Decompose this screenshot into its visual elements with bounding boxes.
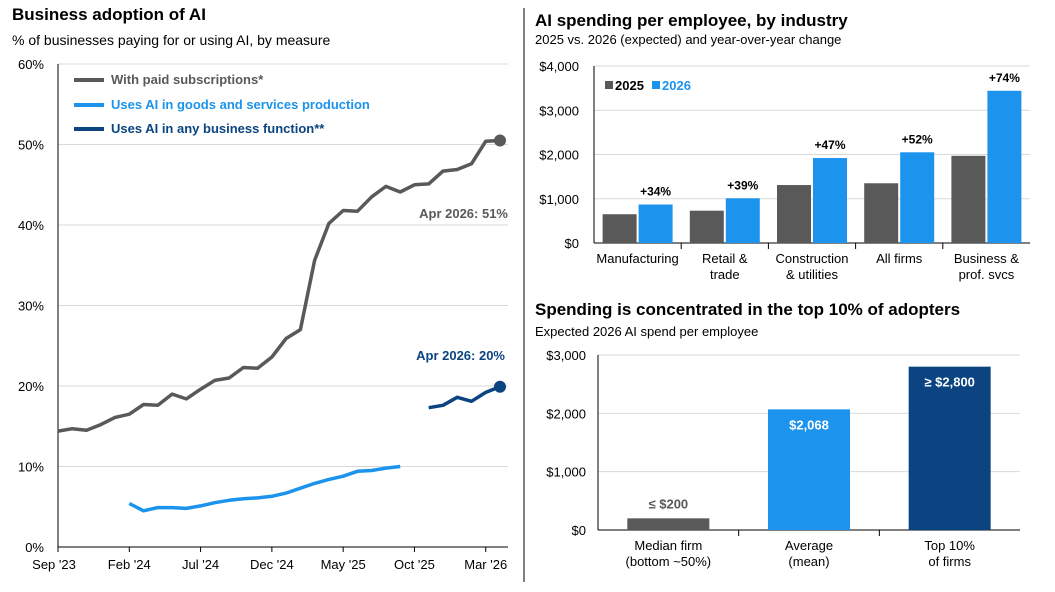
bar: [908, 366, 991, 530]
category-label: of firms: [928, 554, 971, 569]
yoy-change-label: +34%: [640, 185, 671, 199]
y-tick-label: $1,000: [546, 465, 586, 480]
annotation-paid: Apr 2026: 51%: [419, 206, 508, 221]
y-tick-label: 0%: [25, 540, 44, 555]
bar-2025: [689, 210, 724, 243]
left-chart-subtitle: % of businesses paying for or using AI, …: [12, 32, 330, 48]
category-label: Manufacturing: [596, 251, 678, 266]
x-tick-label: Dec '24: [250, 557, 294, 572]
yoy-change-label: +74%: [989, 71, 1020, 85]
y-tick-label: $1,000: [539, 192, 579, 207]
legend-swatch-2026: [652, 81, 660, 89]
legend-label-2026: 2026: [662, 78, 691, 93]
y-tick-label: 20%: [18, 379, 44, 394]
top-right-subtitle: 2025 vs. 2026 (expected) and year-over-y…: [535, 32, 841, 47]
yoy-change-label: +47%: [814, 138, 845, 152]
bar: [627, 518, 710, 530]
x-tick-label: Jul '24: [182, 557, 219, 572]
category-label: prof. svcs: [959, 267, 1015, 282]
y-tick-label: $2,000: [539, 148, 579, 163]
y-tick-label: 60%: [18, 57, 44, 72]
bar-2026: [987, 90, 1022, 243]
value-label: $2,068: [789, 417, 829, 432]
category-label: trade: [710, 267, 740, 282]
category-label: Business &: [954, 251, 1019, 266]
category-label: (mean): [788, 554, 829, 569]
category-label: Construction: [776, 251, 849, 266]
y-tick-label: 40%: [18, 218, 44, 233]
x-tick-label: Oct '25: [394, 557, 435, 572]
legend-label-production: Uses AI in goods and services production: [111, 97, 370, 112]
industry-legend: 2025 2026: [605, 78, 691, 93]
left-legend: With paid subscriptions* Uses AI in good…: [74, 72, 370, 136]
bottom-right-title: Spending is concentrated in the top 10% …: [535, 300, 960, 319]
category-label: Retail &: [702, 251, 748, 266]
legend-label-paid: With paid subscriptions*: [111, 72, 264, 87]
top-right-title: AI spending per employee, by industry: [535, 11, 848, 30]
x-tick-label: Mar '26: [464, 557, 507, 572]
y-tick-label: 50%: [18, 138, 44, 153]
bar: [768, 409, 850, 530]
value-label: ≥ $2,800: [924, 375, 975, 390]
bar-2026: [638, 204, 673, 243]
bar-2025: [602, 214, 637, 243]
x-tick-label: Sep '23: [32, 557, 76, 572]
bar-2025: [951, 155, 986, 243]
series-line-2: [428, 385, 501, 410]
legend-swatch-2025: [605, 81, 613, 89]
bar-2025: [864, 183, 899, 243]
end-marker: [494, 134, 506, 147]
series-line-1: [128, 464, 401, 513]
category-label: Average: [785, 538, 833, 553]
x-tick-label: May '25: [321, 557, 366, 572]
y-tick-label: $2,000: [546, 406, 586, 421]
category-label: Median firm: [634, 538, 702, 553]
bar-2026: [813, 158, 847, 243]
x-tick-label: Feb '24: [108, 557, 151, 572]
legend-label-2025: 2025: [615, 78, 644, 93]
category-label: (bottom ~50%): [626, 554, 712, 569]
concentration-bar-chart: $0 $1,000 $2,000 $3,000 ≤ $200 Median firm(bo…: [546, 348, 1020, 569]
y-tick-label: $0: [565, 236, 579, 251]
industry-bar-chart: $0 $1,000 $2,000 $3,000 $4,000 +34% Manufactur…: [539, 59, 1030, 282]
category-label: & utilities: [786, 267, 839, 282]
bar-2025: [777, 185, 811, 243]
annotation-any-function: Apr 2026: 20%: [416, 348, 505, 363]
bottom-right-subtitle: Expected 2026 AI spend per employee: [535, 324, 758, 339]
y-tick-label: $0: [572, 523, 586, 538]
bar-2026: [900, 152, 935, 243]
series-line-0: [57, 138, 501, 433]
end-marker: [494, 380, 506, 393]
bar-2026: [725, 198, 760, 243]
y-tick-label: 10%: [18, 460, 44, 475]
y-tick-label: 30%: [18, 299, 44, 314]
category-label: Top 10%: [924, 538, 975, 553]
adoption-line-chart: 0% 10% 20% 30% 40% 50% 60% Sep '23 Feb '24 Jul '2…: [18, 57, 508, 572]
y-tick-label: $4,000: [539, 59, 579, 74]
category-label: All firms: [876, 251, 923, 266]
yoy-change-label: +52%: [902, 132, 933, 146]
value-label: ≤ $200: [648, 496, 688, 511]
legend-label-any-function: Uses AI in any business function**: [111, 121, 325, 136]
yoy-change-label: +39%: [727, 178, 758, 192]
y-tick-label: $3,000: [546, 348, 586, 363]
y-tick-label: $3,000: [539, 103, 579, 118]
left-chart-title: Business adoption of AI: [12, 5, 206, 24]
